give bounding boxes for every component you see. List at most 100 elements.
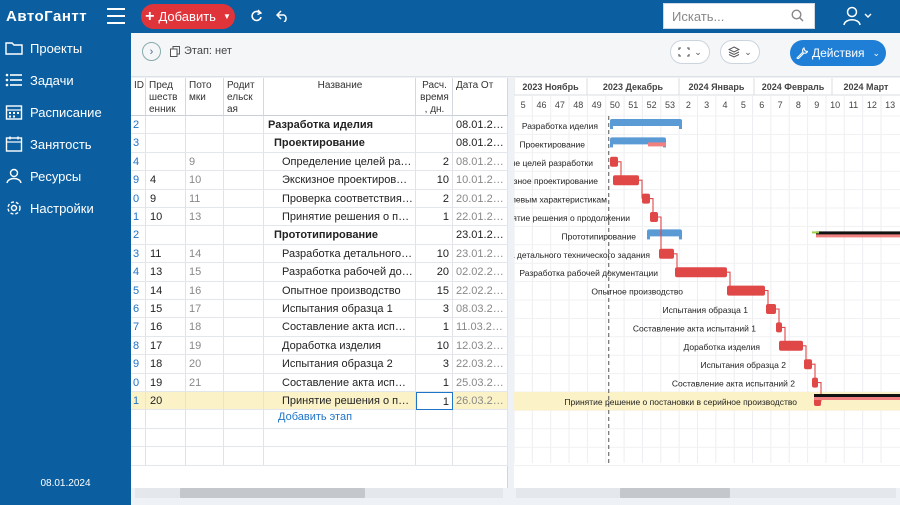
- cell-date[interactable]: 23.01.2024: [453, 244, 508, 263]
- cell-succ[interactable]: 20: [186, 355, 224, 374]
- cell-name[interactable]: Проверка соответствия целевым характерис…: [264, 189, 416, 208]
- cell-succ[interactable]: [186, 226, 224, 245]
- actions-button[interactable]: Действия ⌄: [790, 40, 886, 66]
- cell-id[interactable]: 1: [131, 392, 146, 410]
- cell-name[interactable]: Проектирование: [264, 134, 416, 153]
- cell-name[interactable]: Экскизное проектирование: [264, 171, 416, 190]
- task-bar[interactable]: [613, 175, 639, 186]
- cell-parent[interactable]: [224, 244, 264, 263]
- cell-name[interactable]: Доработка изделия: [264, 336, 416, 355]
- cell-succ[interactable]: [186, 134, 224, 153]
- cell-succ[interactable]: 13: [186, 208, 224, 226]
- sidebar-item-schedule[interactable]: Расписание: [0, 98, 131, 126]
- cell-parent[interactable]: [224, 336, 264, 355]
- cell-succ[interactable]: 9: [186, 152, 224, 171]
- cell-parent[interactable]: [224, 392, 264, 410]
- sidebar-item-projects[interactable]: Проекты: [0, 34, 131, 62]
- cell-pred[interactable]: [146, 116, 186, 134]
- cell-parent[interactable]: [224, 318, 264, 337]
- table-row[interactable]: 2 Прототипирование 23.01.2024: [131, 226, 508, 245]
- col-header-parent[interactable]: Родит ельск ая: [224, 78, 264, 116]
- cell-name[interactable]: Разработка рабочей документации: [264, 263, 416, 282]
- col-header-duration[interactable]: Расч. время , дн.: [416, 78, 453, 116]
- sidebar-item-settings[interactable]: Настройки: [0, 194, 131, 222]
- cell-name[interactable]: Разработка иделия: [264, 116, 416, 134]
- cell-duration[interactable]: 1: [416, 318, 453, 337]
- cell-parent[interactable]: [224, 373, 264, 392]
- table-row[interactable]: 2 Разработка иделия 08.01.2024: [131, 116, 508, 135]
- cell-parent[interactable]: [224, 134, 264, 153]
- cell-date[interactable]: 22.01.2024: [453, 208, 508, 226]
- cell-id[interactable]: 4: [131, 152, 146, 171]
- cell-succ[interactable]: [186, 392, 224, 410]
- cell-duration[interactable]: 2: [416, 189, 453, 208]
- cell-duration[interactable]: 10: [416, 244, 453, 263]
- cell-name[interactable]: Составление акта испытаний 1: [264, 318, 416, 337]
- cell-pred[interactable]: 18: [146, 355, 186, 374]
- cell-duration[interactable]: 1: [416, 392, 453, 410]
- task-bar[interactable]: [659, 248, 674, 259]
- cell-id[interactable]: 0: [131, 189, 146, 208]
- cell-parent[interactable]: [224, 189, 264, 208]
- cell-duration[interactable]: 20: [416, 263, 453, 282]
- cell-id[interactable]: 3: [131, 244, 146, 263]
- cell-name[interactable]: Испытания образца 1: [264, 300, 416, 318]
- task-bar[interactable]: [642, 193, 650, 204]
- cell-succ[interactable]: [186, 116, 224, 134]
- cell-name[interactable]: Испытания образца 2: [264, 355, 416, 374]
- cell-id[interactable]: 0: [131, 373, 146, 392]
- cell-name[interactable]: Принятие решения о продолжении: [264, 208, 416, 226]
- table-row[interactable]: 9 4 10 Экскизное проектирование 10 10.01.2024: [131, 171, 508, 190]
- table-row[interactable]: 8 17 19 Доработка изделия 10 12.03.2024: [131, 336, 508, 356]
- cell-pred[interactable]: 4: [146, 171, 186, 190]
- cell-duration[interactable]: 2: [416, 152, 453, 171]
- cell-name[interactable]: Прототипирование: [264, 226, 416, 245]
- cell-id[interactable]: 5: [131, 281, 146, 300]
- cell-duration[interactable]: 1: [416, 373, 453, 392]
- cell-date[interactable]: 22.02.2024: [453, 281, 508, 300]
- cell-date[interactable]: 10.01.2024: [453, 171, 508, 190]
- sidebar-item-occupancy[interactable]: Занятость: [0, 130, 131, 158]
- cell-name[interactable]: Разработка детального технического задан…: [264, 244, 416, 263]
- cell-date[interactable]: 20.01.2024: [453, 189, 508, 208]
- cell-parent[interactable]: [224, 355, 264, 374]
- task-bar[interactable]: [650, 212, 658, 222]
- cell-parent[interactable]: [224, 171, 264, 190]
- table-row[interactable]: 6 15 17 Испытания образца 1 3 08.03.2024: [131, 300, 508, 319]
- cell-duration[interactable]: [416, 226, 453, 245]
- col-header-name[interactable]: Название: [264, 78, 416, 116]
- fit-view-button[interactable]: ⌄: [670, 40, 710, 64]
- task-bar[interactable]: [727, 285, 765, 296]
- table-row[interactable]: 9 18 20 Испытания образца 2 3 22.03.2024: [131, 355, 508, 374]
- gantt-scroll-thumb[interactable]: [620, 488, 730, 498]
- cell-duration[interactable]: [416, 116, 453, 134]
- search-input[interactable]: Искать...: [663, 3, 815, 29]
- cell-pred[interactable]: 20: [146, 392, 186, 410]
- cell-parent[interactable]: [224, 226, 264, 245]
- cell-parent[interactable]: [224, 281, 264, 300]
- cell-succ[interactable]: 19: [186, 336, 224, 355]
- cell-date[interactable]: 12.03.2024: [453, 336, 508, 355]
- cell-succ[interactable]: 10: [186, 171, 224, 190]
- cell-date[interactable]: 08.01.2024: [453, 152, 508, 171]
- cell-duration[interactable]: 10: [416, 171, 453, 190]
- cell-date[interactable]: 11.03.2024: [453, 318, 508, 337]
- cell-pred[interactable]: 16: [146, 318, 186, 337]
- cell-duration[interactable]: 15: [416, 281, 453, 300]
- table-row[interactable]: 3 Проектирование 08.01.2024: [131, 134, 508, 153]
- cell-id[interactable]: 4: [131, 263, 146, 282]
- summary-bar[interactable]: [647, 229, 682, 237]
- cell-pred[interactable]: [146, 152, 186, 171]
- cell-id[interactable]: 9: [131, 171, 146, 190]
- col-header-succ[interactable]: Пото мки: [186, 78, 224, 116]
- cell-pred[interactable]: [146, 226, 186, 245]
- cell-date[interactable]: 02.02.2024: [453, 263, 508, 282]
- table-row[interactable]: 5 14 16 Опытное производство 15 22.02.2024: [131, 281, 508, 300]
- cell-parent[interactable]: [224, 152, 264, 171]
- cell-pred[interactable]: 11: [146, 244, 186, 263]
